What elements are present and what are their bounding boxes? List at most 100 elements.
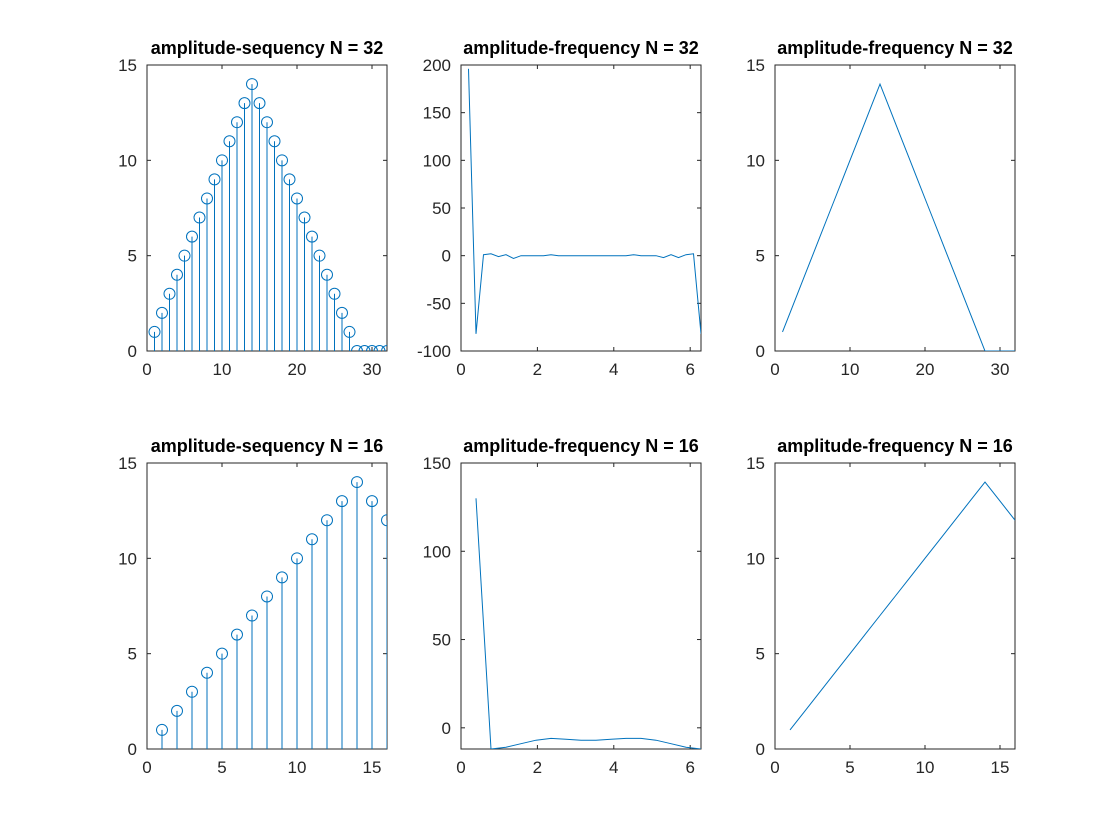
plot-area [460,462,702,750]
stem-marker [283,173,296,186]
x-tick-label: 10 [213,360,232,379]
stem-marker [321,268,333,281]
stem-marker [186,685,198,698]
y-tick-label: 50 [432,199,451,218]
subplot-3: 0 10 20 30 0 5 10 15 amplitude-frequency N = 32 [746,38,1016,379]
y-tick-label: -50 [426,294,451,313]
series-line [468,68,701,334]
x-tick-label: 15 [991,758,1010,777]
x-tick-label: 0 [142,360,151,379]
series-group [782,82,1015,351]
stem-marker [291,192,303,205]
y-tick-label: 5 [128,645,137,664]
stem-marker [351,476,363,489]
y-tick-label: 0 [442,247,451,266]
y-tick-label: 0 [442,719,451,738]
y-tick-label: 15 [746,56,765,75]
stem-marker [336,495,348,508]
series-group [156,476,387,749]
stem-marker [366,345,378,351]
stem-marker [246,78,258,91]
x-tick-label: 0 [770,360,779,379]
subplot-title: amplitude-frequency N = 32 [777,38,1013,58]
stem-marker [156,306,168,319]
stem-marker [328,287,341,300]
y-tick-label: 100 [423,542,451,561]
subplot-title: amplitude-frequency N = 32 [463,38,699,58]
stem-marker [156,723,168,736]
stem-marker [171,268,183,281]
stem-marker [238,97,251,110]
stem-marker [163,287,176,300]
stem-marker [306,533,318,546]
stem-marker [216,647,228,660]
stem-marker [291,552,303,565]
subplot-1: 0 10 20 30 0 5 10 15 amplitude-sequency N = 32 [118,38,388,379]
stem-marker [268,135,281,148]
y-tick-label: 0 [756,342,765,361]
stem-marker [171,704,183,717]
stem-marker [178,249,191,262]
x-tick-label: 20 [916,360,935,379]
stem-marker [208,173,221,186]
y-tick-label: 10 [746,151,765,170]
y-tick-label: 15 [118,56,137,75]
stem-marker [223,135,236,148]
subplot-title: amplitude-sequency N = 16 [151,436,384,456]
x-tick-label: 0 [456,758,465,777]
x-tick-label: 6 [685,360,694,379]
y-tick-label: -100 [417,342,451,361]
x-tick-label: 20 [288,360,307,379]
stem-marker [321,514,333,527]
y-tick-label: 150 [423,104,451,123]
x-tick-label: 10 [841,360,860,379]
stem-marker [343,325,356,338]
series-group [468,68,701,334]
stem-marker [366,495,378,508]
stem-marker [231,628,243,641]
y-tick-label: 15 [118,454,137,473]
subplot-title: amplitude-frequency N = 16 [777,436,1013,456]
y-tick-label: 0 [756,740,765,759]
x-tick-label: 10 [916,758,935,777]
x-tick-label: 4 [609,758,618,777]
y-tick-label: 0 [128,740,137,759]
x-tick-label: 5 [845,758,854,777]
stem-marker [373,345,386,351]
stem-marker [298,211,311,224]
y-tick-label: 150 [423,454,451,473]
x-tick-label: 30 [991,360,1010,379]
y-tick-label: 10 [118,549,137,568]
stem-marker [148,325,161,338]
stem-marker [313,249,326,262]
subplot-6: 0 5 10 15 0 5 10 15 amplitude-frequency N = 16 [746,436,1016,777]
subplot-title: amplitude-frequency N = 16 [463,436,699,456]
x-tick-label: 15 [363,758,382,777]
stem-marker [336,306,348,319]
stem-marker [381,514,387,527]
y-tick-label: 100 [423,151,451,170]
y-tick-label: 15 [746,454,765,473]
stem-marker [261,590,273,603]
plot-area [774,64,1016,352]
subplot-5: 0 2 4 6 0 50 100 150 amplitude-frequency N = 16 [423,436,702,777]
stem-marker [358,345,371,351]
y-tick-label: 5 [756,645,765,664]
x-tick-label: 2 [533,758,542,777]
subplot-4: 0 5 10 15 0 5 10 15 amplitude-sequency N = 16 [118,436,388,777]
y-tick-label: 5 [756,247,765,266]
stem-marker [276,571,288,584]
stem-marker [253,97,266,110]
series-group [789,481,1015,731]
stem-marker [276,154,288,167]
subplot-title: amplitude-sequency N = 32 [151,38,384,58]
stem-marker [201,192,213,205]
plot-area [460,64,702,352]
y-tick-label: 10 [746,549,765,568]
stem-marker [231,116,243,129]
subplot-2: 0 2 4 6 -100 -50 0 50 100 150 200 amplitude-frequen… [417,38,702,379]
x-tick-label: 10 [288,758,307,777]
stem-marker [351,345,363,351]
stem-marker [261,116,273,129]
